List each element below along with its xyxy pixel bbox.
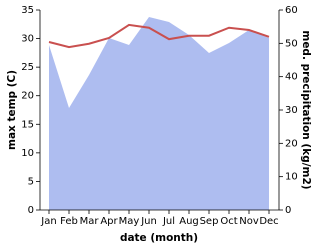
x-tick-label: Jul — [162, 216, 175, 227]
x-tick-label: Dec — [259, 216, 278, 227]
y2-tick-label: 60 — [285, 5, 298, 16]
x-tick-label: May — [119, 216, 140, 227]
y-tick-label: 15 — [21, 119, 34, 130]
x-tick-label: Nov — [239, 216, 259, 227]
precipitation-area — [49, 17, 269, 210]
y2-tick-label: 50 — [285, 38, 298, 49]
x-tick-label: Apr — [100, 216, 118, 227]
y-tick-label: 10 — [21, 148, 34, 159]
x-axis-label: date (month) — [120, 232, 198, 244]
y-tick-label: 5 — [28, 176, 34, 187]
x-tick-label: Oct — [220, 216, 237, 227]
temperature-line — [48, 23, 270, 49]
y-axis-label: max temp (C) — [6, 70, 18, 150]
y2-tick-label: 30 — [285, 105, 298, 116]
y-tick-label: 20 — [21, 91, 34, 102]
y2-tick-label: 20 — [285, 138, 298, 149]
x-tick-label: Aug — [179, 216, 199, 227]
y-tick-label: 25 — [21, 62, 34, 73]
y2-tick-label: 0 — [285, 205, 291, 216]
x-tick-label: Sep — [200, 216, 219, 227]
x-tick-label: Jan — [40, 216, 56, 227]
y-tick-label: 30 — [21, 34, 34, 45]
x-tick-label: Mar — [80, 216, 100, 227]
y-tick-label: 35 — [21, 5, 34, 16]
y-tick-label: 0 — [28, 205, 34, 216]
y2-axis-label: med. precipitation (kg/m2) — [300, 30, 312, 189]
x-tick-label: Jun — [140, 216, 157, 227]
x-tick-label: Feb — [60, 216, 78, 227]
y2-tick-label: 10 — [285, 172, 298, 183]
y2-tick-label: 40 — [285, 72, 298, 83]
